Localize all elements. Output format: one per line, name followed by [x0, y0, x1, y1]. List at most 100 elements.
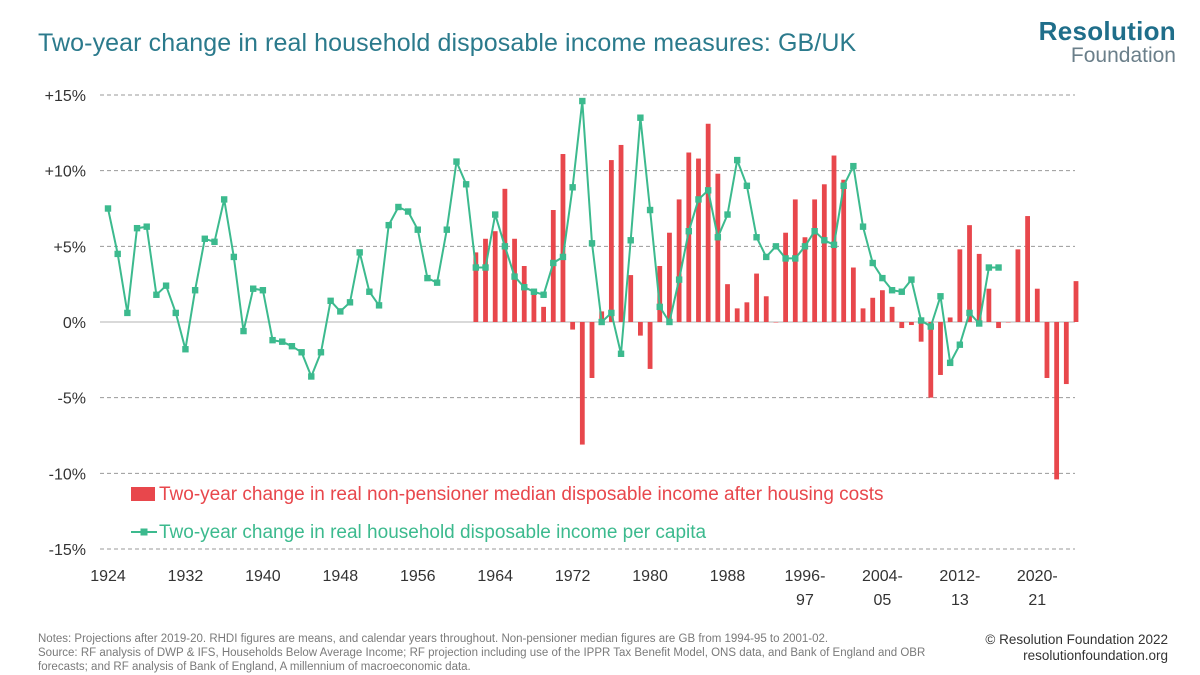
rhdi-marker	[540, 291, 547, 298]
x-tick-label: 1988	[710, 568, 746, 585]
income-bar	[579, 322, 585, 445]
rhdi-marker	[821, 237, 828, 244]
rhdi-marker	[220, 196, 228, 203]
resolution-foundation-logo[interactable]: Resolution Foundation	[1039, 18, 1176, 66]
rhdi-marker	[985, 264, 993, 271]
income-bar	[531, 291, 537, 322]
rhdi-marker	[811, 228, 818, 235]
rhdi-marker	[182, 346, 189, 353]
income-bar	[909, 322, 914, 326]
income-bar	[1063, 322, 1069, 385]
rhdi-marker	[240, 327, 247, 335]
rhdi-marker	[172, 309, 179, 317]
rhdi-marker	[201, 235, 208, 242]
rhdi-marker	[695, 196, 702, 203]
rhdi-marker	[346, 299, 354, 306]
rhdi-marker	[666, 318, 673, 326]
x-tick-label: 2020-	[1017, 568, 1058, 585]
rhdi-marker	[211, 238, 218, 245]
rhdi-marker	[375, 302, 383, 309]
income-bar	[657, 266, 663, 322]
rhdi-marker	[637, 114, 644, 121]
rhdi-marker	[772, 243, 780, 250]
x-tick-label: 1980	[632, 568, 668, 585]
y-tick-label: +5%	[54, 239, 86, 256]
income-bar	[947, 317, 953, 322]
rhdi-marker	[734, 156, 741, 164]
rhdi-marker	[462, 181, 470, 188]
rhdi-marker	[521, 283, 528, 291]
legend-line-label: Two-year change in real household dispos…	[159, 522, 707, 543]
rhdi-marker	[704, 187, 712, 194]
rhdi-marker	[133, 224, 141, 232]
income-bar	[705, 123, 711, 323]
rhdi-marker	[424, 274, 431, 282]
income-bar	[763, 296, 769, 322]
rhdi-marker	[366, 288, 373, 295]
rhdi-marker	[404, 208, 412, 215]
x-tick-label: 1964	[477, 568, 513, 585]
income-bar	[686, 152, 692, 322]
income-bar	[570, 322, 576, 330]
y-tick-label: +15%	[45, 88, 86, 105]
y-tick-label: -5%	[58, 391, 86, 408]
income-bar	[734, 308, 740, 322]
income-bar	[1073, 281, 1079, 322]
rhdi-marker	[492, 211, 499, 218]
income-bar	[889, 306, 895, 322]
rhdi-marker	[850, 162, 857, 170]
rhdi-marker	[685, 228, 692, 235]
rhdi-marker	[298, 349, 305, 356]
income-bar	[638, 322, 643, 336]
rhdi-marker	[588, 240, 596, 247]
income-bar	[850, 267, 856, 322]
rhdi-marker	[433, 279, 441, 286]
income-bar	[589, 322, 595, 378]
rhdi-marker	[869, 259, 876, 267]
x-tick-label-line2: 21	[1028, 592, 1046, 609]
rhdi-marker	[250, 285, 257, 292]
notes: Notes: Projections after 2019-20. RHDI f…	[38, 632, 998, 674]
rhdi-marker	[763, 253, 770, 261]
rhdi-marker	[443, 226, 450, 233]
income-bar	[880, 290, 885, 322]
income-bar	[1015, 249, 1021, 322]
rhdi-marker	[230, 253, 238, 261]
income-bar	[860, 308, 866, 322]
rhdi-marker	[927, 323, 934, 330]
income-bar	[957, 249, 963, 322]
notes-line2: Source: RF analysis of DWP & IFS, Househ…	[38, 647, 926, 659]
rhdi-marker	[995, 264, 1002, 271]
income-bar	[512, 238, 517, 322]
x-tick-label: 1956	[400, 568, 436, 585]
rhdi-marker	[550, 259, 557, 267]
income-bar	[667, 232, 672, 322]
rhdi-marker	[743, 182, 751, 189]
rhdi-marker	[879, 274, 886, 282]
credit: © Resolution Foundation 2022 resolutionf…	[985, 632, 1168, 664]
y-tick-label: -10%	[49, 466, 86, 483]
income-bar	[725, 284, 730, 322]
rhdi-marker	[656, 303, 663, 311]
rhdi-marker	[327, 297, 334, 305]
rhdi-marker	[559, 253, 567, 261]
income-bar	[1005, 322, 1011, 323]
rhdi-marker	[801, 243, 809, 250]
legend-bar-label: Two-year change in real non-pensioner me…	[159, 484, 884, 505]
rhdi-marker	[888, 287, 896, 294]
income-bar	[986, 288, 992, 322]
website-link[interactable]: resolutionfoundation.org	[1023, 648, 1168, 663]
x-tick-label-line2: 13	[951, 592, 969, 609]
rhdi-marker	[792, 255, 799, 262]
rhdi-marker	[385, 221, 392, 229]
rhdi-marker	[395, 203, 402, 211]
rhdi-marker	[956, 341, 964, 348]
x-tick-label: 1972	[555, 568, 591, 585]
copyright-text: © Resolution Foundation 2022	[985, 632, 1168, 647]
notes-line3: forecasts; and RF analysis of Bank of En…	[38, 661, 471, 673]
rhdi-marker	[153, 291, 160, 298]
income-bar	[1054, 322, 1060, 480]
rhdi-marker	[356, 249, 363, 256]
rhdi-marker	[898, 288, 905, 295]
income-bar	[967, 225, 972, 322]
